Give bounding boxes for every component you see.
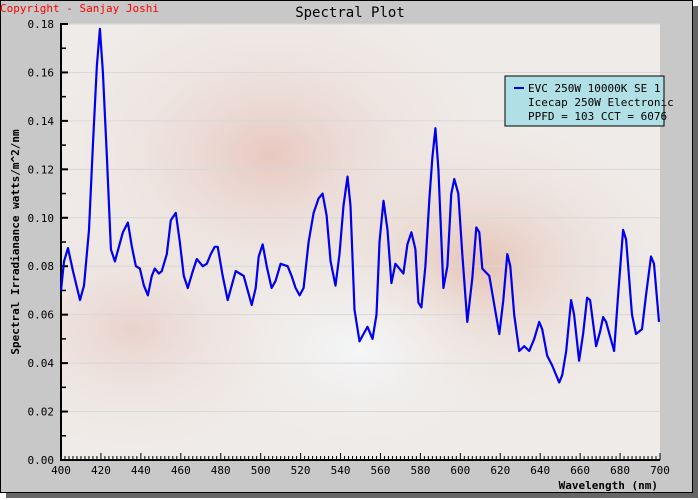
y-tick-label: 0.08 xyxy=(28,260,55,273)
x-tick-label: 560 xyxy=(371,464,391,477)
copyright-text: Copyright - Sanjay Joshi xyxy=(0,2,159,15)
legend-box xyxy=(504,75,665,127)
y-tick-label: 0.16 xyxy=(28,66,55,79)
x-tick-label: 400 xyxy=(51,464,71,477)
y-tick-label: 0.02 xyxy=(28,406,55,419)
x-tick-label: 600 xyxy=(450,464,470,477)
legend-entry-series: EVC 250W 10000K SE 1 xyxy=(528,82,660,95)
x-tick-label: 480 xyxy=(211,464,231,477)
x-tick-label: 640 xyxy=(530,464,550,477)
series-line-evc-250w xyxy=(59,27,661,384)
data-points xyxy=(60,28,660,383)
x-tick-label: 680 xyxy=(610,464,630,477)
y-tick-label: 0.00 xyxy=(28,454,55,467)
x-tick-label: 520 xyxy=(291,464,311,477)
x-tick-label: 580 xyxy=(410,464,430,477)
x-tick-label: 500 xyxy=(251,464,271,477)
legend: EVC 250W 10000K SE 1 Icecap 250W Electro… xyxy=(504,75,674,127)
legend-entry-ballast: Icecap 250W Electronic xyxy=(528,96,674,109)
chart-title: Spectral Plot xyxy=(295,5,405,21)
axes xyxy=(60,23,661,461)
y-tick-label: 0.18 xyxy=(28,18,55,31)
tick-labels: 0.00 0.02 0.04 0.06 0.08 0.10 0.12 0.14 0.16 0.18… xyxy=(28,18,670,477)
legend-entry-metrics: PPFD = 103 CCT = 6076 xyxy=(528,110,667,123)
x-tick-label: 440 xyxy=(131,464,151,477)
x-tick-label: 660 xyxy=(570,464,590,477)
y-tick-label: 0.14 xyxy=(28,115,55,128)
gridlines xyxy=(61,23,660,413)
x-tick-label: 460 xyxy=(171,464,191,477)
x-tick-label: 540 xyxy=(331,464,351,477)
y-tick-label: 0.04 xyxy=(28,357,55,370)
x-tick-label: 620 xyxy=(490,464,510,477)
y-tick-label: 0.12 xyxy=(28,163,55,176)
x-tick-label: 420 xyxy=(91,464,111,477)
x-axis-label: Wavelength (nm) xyxy=(559,479,658,492)
x-tick-label: 700 xyxy=(650,464,670,477)
y-tick-label: 0.06 xyxy=(28,309,55,322)
y-axis-label: Spectral Irradianance watts/m^2/nm xyxy=(9,129,22,355)
y-tick-label: 0.10 xyxy=(28,212,55,225)
